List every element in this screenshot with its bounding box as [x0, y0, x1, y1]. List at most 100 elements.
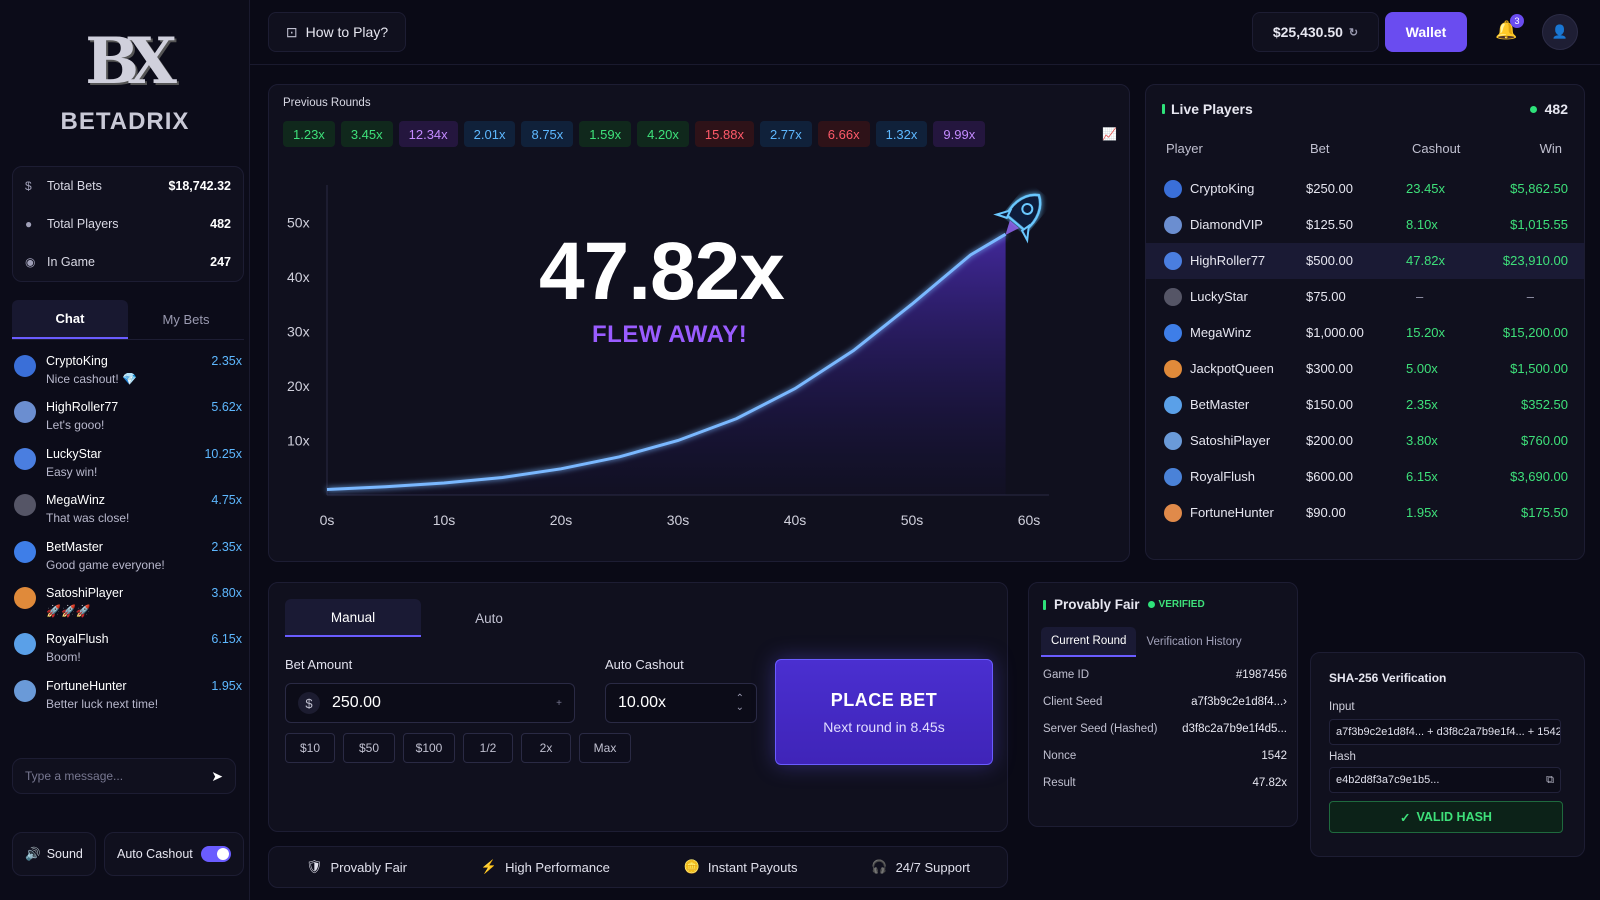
- table-row: MegaWinz $1,000.00 15.20x $15,200.00: [1146, 315, 1584, 351]
- chat-message: CryptoKing Nice cashout! 💎 2.35x: [12, 350, 244, 396]
- player-name: MegaWinz: [1190, 325, 1252, 340]
- quick-bet-buttons: $10 $50 $100 1/2 2x Max: [285, 733, 631, 763]
- avatar[interactable]: [14, 401, 36, 424]
- coin-icon: 🪙: [683, 859, 700, 874]
- player-name: FortuneHunter: [1190, 505, 1274, 520]
- previous-round-chip[interactable]: 1.32x: [875, 121, 928, 147]
- tab-chat[interactable]: Chat: [12, 300, 128, 339]
- player-bet: $90.00: [1306, 505, 1346, 520]
- sound-button[interactable]: 🔊 Sound: [12, 832, 96, 876]
- avatar[interactable]: [14, 540, 36, 563]
- auto-cashout-field-label: Auto Cashout: [605, 657, 684, 672]
- player-bet: $500.00: [1306, 253, 1353, 268]
- col-bet: Bet: [1310, 141, 1330, 156]
- chat-user-name[interactable]: FortuneHunter: [46, 678, 127, 693]
- player-win: $352.50: [1521, 397, 1568, 412]
- profile-avatar[interactable]: 👤: [1542, 14, 1578, 50]
- avatar[interactable]: [14, 679, 36, 702]
- quick-bet-button[interactable]: $100: [403, 733, 455, 763]
- previous-round-chip[interactable]: 4.20x: [637, 121, 689, 147]
- sha-input-value[interactable]: a7f3b9c2e1d8f4... + d3f8c2a7b9e1f4... + …: [1329, 719, 1561, 745]
- send-icon[interactable]: ➤: [211, 767, 223, 784]
- previous-round-chip[interactable]: 1.23x: [283, 121, 335, 147]
- chat-user-name[interactable]: SatoshiPlayer: [46, 585, 124, 600]
- tab-my-bets[interactable]: My Bets: [162, 312, 210, 327]
- refresh-icon[interactable]: ↻: [1348, 26, 1359, 39]
- chat-multiplier: 2.35x: [211, 354, 242, 368]
- quick-bet-button[interactable]: $10: [285, 733, 335, 763]
- player-win: $5,862.50: [1510, 181, 1568, 196]
- fair-detail-row: Nonce 1542: [1043, 750, 1287, 777]
- fair-detail-row: Game ID #1987456: [1043, 669, 1287, 696]
- header-divider: [250, 64, 1600, 65]
- stepper-icon[interactable]: +: [556, 697, 562, 709]
- previous-round-chip[interactable]: 12.34x: [398, 121, 458, 147]
- bet-amount-label: Bet Amount: [285, 657, 353, 672]
- logo[interactable]: BX BETADRIX: [40, 18, 210, 136]
- player-bet: $600.00: [1306, 469, 1353, 484]
- chart-icon[interactable]: 📈: [1102, 127, 1117, 141]
- chat-user-name[interactable]: LuckyStar: [46, 446, 102, 461]
- auto-cashout-toggle[interactable]: [201, 846, 231, 862]
- verified-label: VERIFIED: [1158, 599, 1205, 610]
- quick-bet-button[interactable]: $50: [343, 733, 395, 763]
- avatar: [1164, 216, 1182, 234]
- fair-detail-key: Game ID: [1043, 669, 1090, 681]
- player-win: $23,910.00: [1502, 253, 1568, 268]
- tab-manual[interactable]: Manual: [285, 599, 421, 637]
- headset-icon: 🎧: [871, 859, 888, 874]
- chat-user-name[interactable]: CryptoKing: [46, 354, 108, 368]
- copy-icon[interactable]: ⧉: [1546, 773, 1554, 786]
- quick-bet-button[interactable]: Max: [579, 733, 631, 763]
- wallet-button[interactable]: Wallet: [1385, 12, 1467, 52]
- quick-bet-button[interactable]: 1/2: [463, 733, 513, 763]
- chat-message-text: Boom!: [46, 650, 81, 665]
- chat-user-name[interactable]: BetMaster: [46, 539, 103, 554]
- avatar[interactable]: [14, 494, 36, 517]
- avatar[interactable]: [14, 586, 36, 609]
- check-icon: ✓: [1400, 810, 1411, 825]
- player-name: HighRoller77: [1190, 253, 1266, 268]
- place-bet-button[interactable]: PLACE BET Next round in 8.45s: [775, 659, 993, 765]
- previous-round-chip[interactable]: 6.66x: [817, 121, 870, 147]
- stat-value: 247: [210, 255, 231, 269]
- tab-auto[interactable]: Auto: [475, 610, 503, 626]
- players-table-body: CryptoKing $250.00 23.45x $5,862.50 Diam…: [1146, 171, 1584, 531]
- avatar[interactable]: [14, 355, 36, 377]
- game-panel: Previous Rounds 1.23x 3.45x 12.34x 2.01x 8.7…: [268, 84, 1130, 562]
- previous-round-chip[interactable]: 9.99x: [933, 121, 986, 147]
- live-players-title: Live Players: [1171, 101, 1253, 117]
- feature-high-performance: ⚡ High Performance: [481, 859, 610, 875]
- user-icon: 👤: [1551, 24, 1569, 39]
- chat-multiplier: 3.80x: [211, 585, 242, 600]
- previous-round-chip[interactable]: 2.77x: [759, 121, 812, 147]
- provably-fair-title: Provably Fair: [1054, 597, 1140, 612]
- tab-verification-history[interactable]: Verification History: [1146, 636, 1242, 648]
- bet-amount-field[interactable]: $ 250.00 +: [285, 683, 575, 723]
- auto-cashout-field[interactable]: 10.00x ⌃ ⌄: [605, 683, 757, 723]
- avatar[interactable]: [14, 447, 36, 470]
- chat-user-name[interactable]: HighRoller77: [46, 400, 119, 415]
- logo-mark: BX: [85, 24, 177, 99]
- chat-input[interactable]: Type a message... ➤: [12, 758, 236, 794]
- player-bet: $300.00: [1306, 361, 1353, 376]
- valid-hash-button[interactable]: ✓ VALID HASH: [1329, 801, 1563, 833]
- quick-bet-button[interactable]: 2x: [521, 733, 571, 763]
- avatar: [1164, 504, 1182, 522]
- previous-round-chip[interactable]: 3.45x: [340, 121, 393, 147]
- previous-round-chip[interactable]: 2.01x: [463, 121, 516, 147]
- previous-round-chip[interactable]: 8.75x: [521, 121, 574, 147]
- updown-icon[interactable]: ⌃ ⌄: [735, 693, 744, 713]
- features-bar: 🛡 Provably Fair ⚡ High Performance 🪙 Instan…: [268, 846, 1008, 888]
- how-to-play-button[interactable]: ⊡ How to Play?: [268, 12, 406, 52]
- previous-round-chip[interactable]: 15.88x: [694, 121, 754, 147]
- chat-user-name[interactable]: RoyalFlush: [46, 632, 109, 647]
- tab-current-round[interactable]: Current Round: [1041, 627, 1137, 657]
- avatar[interactable]: [14, 633, 36, 656]
- chat-user-name[interactable]: MegaWinz: [46, 493, 106, 508]
- logo-name: BETADRIX: [60, 108, 190, 135]
- chat-message: RoyalFlush Boom! 6.15x: [12, 628, 244, 674]
- live-indicator-icon: [1162, 104, 1165, 114]
- sha-hash-box[interactable]: e4b2d8f3a7c9e1b5... ⧉: [1329, 767, 1561, 793]
- previous-round-chip[interactable]: 1.59x: [579, 121, 632, 147]
